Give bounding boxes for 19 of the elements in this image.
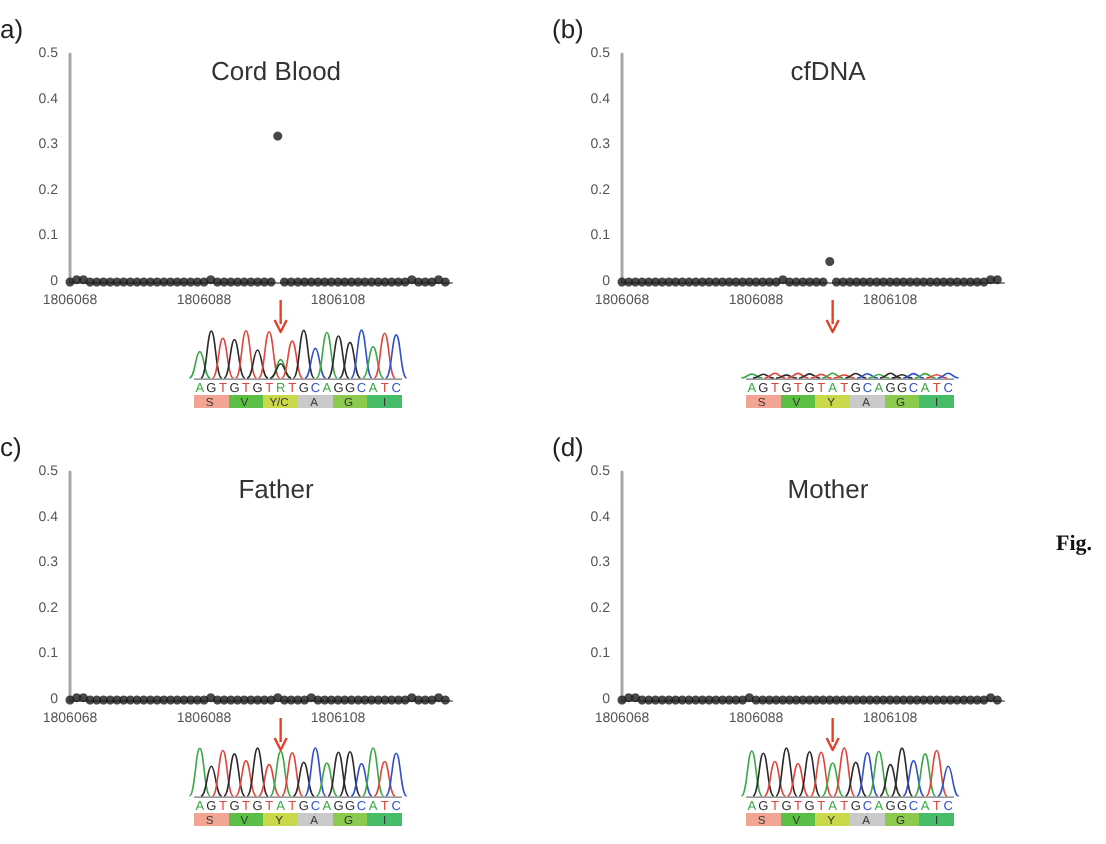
point	[266, 277, 276, 287]
point	[992, 275, 1002, 285]
text: c)	[0, 432, 22, 462]
point	[407, 275, 417, 285]
text: Fig.	[1056, 532, 1093, 556]
point	[778, 275, 788, 285]
chart-title: cfDNA	[790, 56, 867, 86]
chart-title: Mother	[787, 474, 870, 504]
point	[273, 131, 283, 141]
text: (d)	[552, 432, 584, 462]
text: a)	[0, 14, 24, 44]
point	[818, 277, 828, 287]
chart-title: Father	[238, 474, 315, 504]
point	[206, 275, 216, 285]
point	[440, 277, 450, 287]
text: (b)	[552, 14, 584, 44]
chart-title: Cord Blood	[210, 56, 342, 86]
point	[434, 275, 444, 285]
point	[825, 256, 835, 266]
